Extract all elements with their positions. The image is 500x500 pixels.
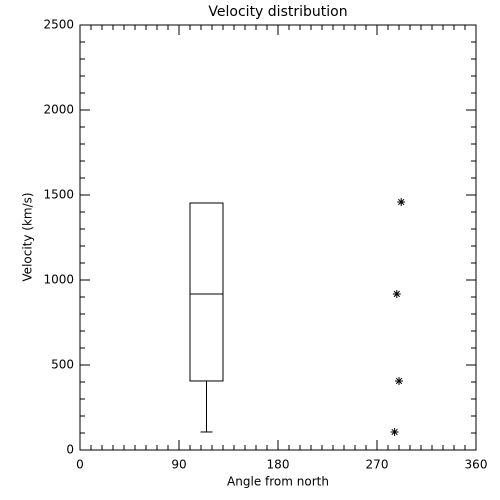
y-tick-label: 1000 <box>43 273 74 287</box>
x-tick-label: 180 <box>267 458 290 472</box>
point <box>390 427 399 436</box>
point <box>397 197 406 206</box>
y-axis-label: Velocity (km/s) <box>21 192 35 281</box>
box <box>189 202 224 382</box>
x-tick-label: 360 <box>465 458 488 472</box>
x-tick-label: 0 <box>76 458 84 472</box>
point <box>392 289 401 298</box>
y-tick-label: 0 <box>66 443 74 457</box>
plot-frame <box>79 24 477 451</box>
y-tick-label: 2000 <box>43 103 74 117</box>
y-tick-label: 2500 <box>43 18 74 32</box>
x-tick-label: 90 <box>171 458 186 472</box>
y-tick-label: 500 <box>51 358 74 372</box>
x-axis-label: Angle from north <box>227 475 329 489</box>
point <box>395 376 403 385</box>
x-tick-label: 270 <box>366 458 389 472</box>
y-tick-label: 1500 <box>43 188 74 202</box>
chart-title: Velocity distribution <box>208 4 347 20</box>
